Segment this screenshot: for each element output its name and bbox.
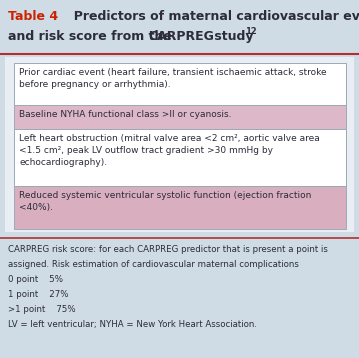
Text: and risk score from the: and risk score from the (8, 30, 176, 43)
Text: >1 point    75%: >1 point 75% (8, 305, 76, 314)
Text: Predictors of maternal cardiovascular events: Predictors of maternal cardiovascular ev… (65, 10, 359, 23)
FancyBboxPatch shape (14, 63, 346, 105)
FancyBboxPatch shape (14, 129, 346, 186)
FancyBboxPatch shape (14, 105, 346, 129)
Text: Table 4: Table 4 (8, 10, 58, 23)
Text: Prior cardiac event (heart failure, transient ischaemic attack, stroke
before pr: Prior cardiac event (heart failure, tran… (19, 68, 327, 89)
Text: CARPREG: CARPREG (148, 30, 214, 43)
Text: 0 point    5%: 0 point 5% (8, 275, 63, 284)
Text: 1 point    27%: 1 point 27% (8, 290, 69, 299)
Text: Left heart obstruction (mitral valve area <2 cm², aortic valve area
<1.5 cm², pe: Left heart obstruction (mitral valve are… (19, 134, 320, 167)
Text: CARPREG risk score: for each CARPREG predictor that is present a point is: CARPREG risk score: for each CARPREG pre… (8, 245, 328, 254)
FancyBboxPatch shape (5, 57, 354, 232)
Text: 12: 12 (245, 27, 257, 36)
Text: study: study (210, 30, 253, 43)
FancyBboxPatch shape (14, 186, 346, 229)
Text: LV = left ventricular; NYHA = New York Heart Association.: LV = left ventricular; NYHA = New York H… (8, 320, 257, 329)
Text: Reduced systemic ventricular systolic function (ejection fraction
<40%).: Reduced systemic ventricular systolic fu… (19, 191, 311, 212)
Text: Baseline NYHA functional class >II or cyanosis.: Baseline NYHA functional class >II or cy… (19, 110, 232, 119)
Text: assigned. Risk estimation of cardiovascular maternal complications: assigned. Risk estimation of cardiovascu… (8, 260, 299, 269)
